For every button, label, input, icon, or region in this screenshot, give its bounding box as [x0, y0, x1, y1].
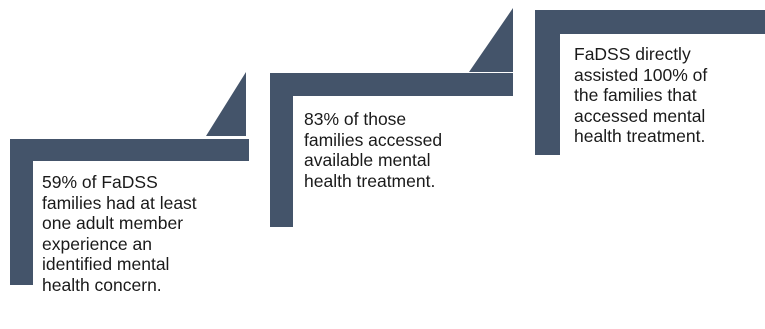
step-2-left-bar [270, 73, 293, 227]
step-3-top-bar [535, 10, 765, 34]
step-1-text: 59% of FaDSS families had at least one a… [42, 172, 197, 295]
step-1-top-bar [10, 139, 249, 161]
step-2-text: 83% of those families accessed available… [304, 109, 443, 191]
step-3-left-bar [535, 10, 560, 155]
step-3-text: FaDSS directly assisted 100% of the fami… [574, 44, 708, 146]
step-1-arrow-triangle [206, 72, 246, 136]
step-2-top-bar [270, 73, 513, 96]
step-2-arrow-triangle [469, 8, 513, 72]
step-1-left-bar [10, 139, 33, 285]
